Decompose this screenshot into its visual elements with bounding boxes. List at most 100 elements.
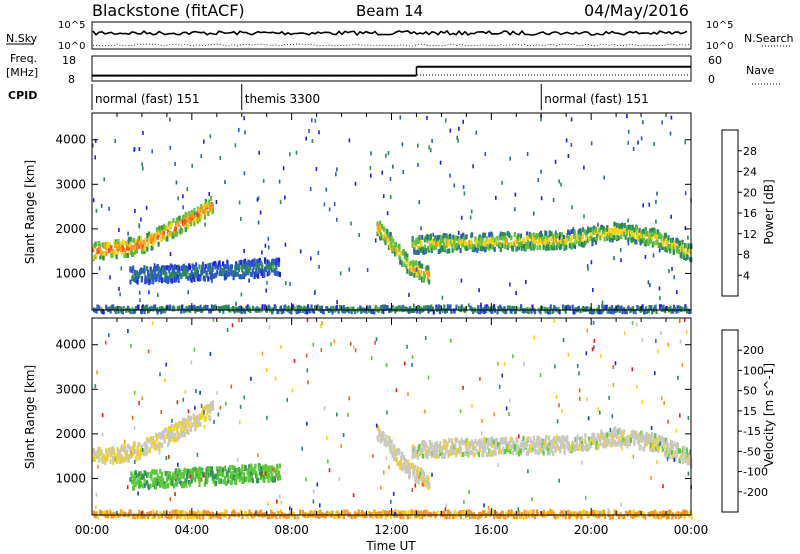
echo-cell — [232, 275, 235, 281]
echo-speckle — [591, 347, 594, 352]
echo-cell — [277, 271, 280, 277]
echo-cell — [432, 245, 435, 250]
echo-cell — [155, 443, 158, 449]
echo-cell — [470, 510, 473, 516]
echo-cell — [451, 442, 454, 448]
echo-speckle — [402, 170, 404, 175]
echo-cell — [655, 233, 658, 239]
echo-cell — [241, 514, 244, 520]
echo-cell — [173, 424, 176, 430]
y-tick-label: 4000 — [55, 133, 86, 147]
echo-cell — [263, 477, 266, 483]
echo-cell — [266, 514, 269, 520]
echo-cell — [580, 436, 584, 442]
echo-speckle — [189, 474, 192, 479]
echo-speckle — [320, 348, 323, 353]
echo-cell — [220, 478, 223, 484]
echo-cell — [624, 234, 627, 240]
echo-speckle — [597, 407, 599, 412]
echo-cell — [496, 445, 499, 450]
echo-cell — [227, 264, 230, 270]
echo-speckle — [531, 497, 533, 502]
echo-cell — [479, 309, 482, 315]
echo-cell — [430, 244, 433, 250]
echo-cell — [261, 304, 264, 310]
echo-speckle — [92, 143, 94, 148]
echo-cell — [92, 510, 96, 516]
echo-speckle — [558, 403, 560, 408]
echo-cell — [183, 216, 186, 221]
echo-cell — [138, 471, 141, 477]
echo-cell — [350, 514, 353, 520]
echo-cell — [115, 254, 118, 260]
echo-cell — [149, 510, 152, 516]
echo-speckle — [278, 179, 281, 184]
echo-cell — [372, 513, 375, 519]
echo-speckle — [248, 278, 250, 283]
echo-cell — [627, 237, 630, 243]
echo-cell — [239, 305, 242, 311]
echo-cell — [268, 472, 271, 478]
echo-cell — [657, 446, 660, 452]
echo-speckle — [328, 207, 331, 212]
echo-cell — [159, 511, 162, 517]
echo-cell — [162, 510, 165, 516]
colorbar-tick-label: 28 — [743, 145, 757, 158]
echo-cell — [211, 262, 214, 268]
echo-cell — [598, 232, 601, 238]
echo-cell — [170, 271, 173, 277]
echo-cell — [682, 458, 685, 464]
echo-cell — [308, 308, 311, 314]
echo-speckle — [655, 338, 657, 343]
echo-cell — [557, 306, 560, 312]
echo-cell — [460, 233, 463, 239]
echo-speckle — [401, 142, 404, 147]
echo-cell — [209, 514, 213, 520]
echo-speckle — [325, 187, 328, 192]
echo-speckle — [374, 238, 377, 243]
echo-cell — [179, 514, 182, 520]
echo-cell — [165, 275, 168, 281]
echo-cell — [143, 513, 146, 519]
echo-cell — [522, 435, 525, 441]
echo-cell — [443, 245, 446, 251]
y-tick-label: 3000 — [55, 382, 86, 396]
echo-cell — [196, 414, 199, 420]
echo-cell — [656, 239, 659, 245]
echo-speckle — [527, 310, 530, 314]
echo-speckle — [627, 241, 630, 246]
nsky-bottom-left-tick: 10^0 — [58, 41, 85, 52]
echo-cell — [177, 475, 180, 481]
echo-speckle — [139, 298, 141, 303]
echo-cell — [175, 427, 179, 433]
echo-cell — [151, 469, 154, 475]
echo-cell — [379, 228, 382, 234]
echo-cell — [485, 308, 488, 314]
echo-cell — [473, 452, 476, 458]
echo-speckle — [264, 471, 267, 476]
echo-cell — [585, 239, 588, 245]
echo-speckle — [196, 452, 199, 457]
echo-cell — [460, 304, 463, 310]
echo-cell — [125, 253, 128, 258]
echo-cell — [592, 439, 595, 445]
echo-cell — [532, 446, 536, 452]
echo-cell — [105, 448, 108, 454]
echo-cell — [653, 444, 656, 449]
echo-cell — [264, 304, 267, 310]
echo-cell — [147, 231, 151, 237]
echo-cell — [383, 510, 386, 516]
echo-speckle — [385, 153, 387, 158]
echo-cell — [122, 247, 125, 253]
echo-cell — [549, 439, 552, 445]
echo-cell — [114, 309, 117, 315]
echo-cell — [501, 510, 504, 516]
echo-cell — [525, 245, 528, 251]
echo-cell — [520, 439, 523, 445]
echo-speckle — [456, 135, 458, 140]
echo-cell — [243, 472, 246, 478]
echo-cell — [526, 436, 529, 442]
echo-cell — [154, 432, 158, 438]
echo-cell — [455, 304, 458, 310]
echo-cell — [677, 239, 680, 245]
